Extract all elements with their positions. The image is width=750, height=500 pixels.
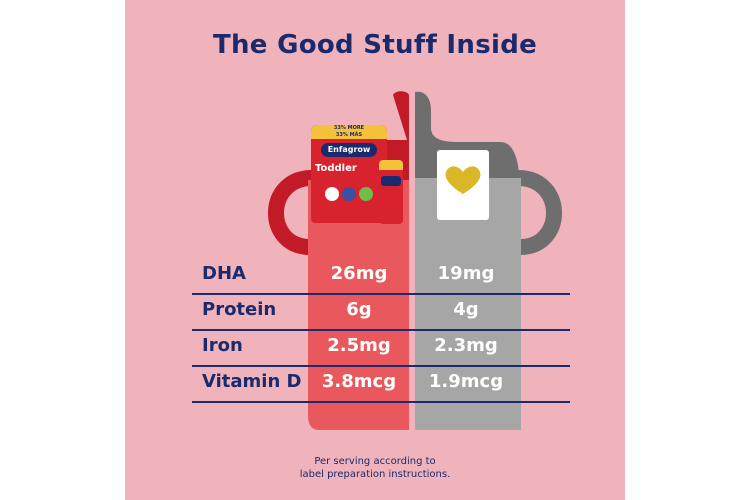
enfagrow-bottle: [379, 160, 403, 224]
nutrient-label: DHA: [202, 263, 246, 284]
can-badge-icon: [359, 187, 373, 201]
nutrient-label: Protein: [202, 299, 277, 320]
nutrient-row-dha: DHA 26mg 19mg: [192, 259, 570, 295]
cups-illustration: [268, 91, 562, 430]
nutrient-label: Vitamin D: [202, 371, 302, 392]
brain-badge-icon: [342, 187, 356, 201]
bottle-label: [381, 176, 401, 186]
can-badge-icon: [325, 187, 339, 201]
nutrient-row-protein: Protein 6g 4g: [192, 295, 570, 331]
heart-icon: [445, 166, 481, 194]
competitor-value: 1.9mcg: [428, 371, 504, 392]
competitor-cup: [415, 91, 562, 430]
enfagrow-value: 2.5mg: [327, 335, 391, 356]
enfagrow-can: 33% MORE 33% MÁS Enfagrow Toddler: [311, 125, 387, 223]
competitor-sticker: [437, 150, 489, 220]
bottle-cap: [379, 160, 403, 170]
nutrient-row-vitamin-d: Vitamin D 3.8mcg 1.9mcg: [192, 367, 570, 403]
can-brand-label: Enfagrow: [321, 143, 377, 157]
nutrient-label: Iron: [202, 335, 243, 356]
competitor-value: 2.3mg: [434, 335, 498, 356]
can-product-name: Toddler: [315, 163, 357, 174]
competitor-value: 19mg: [437, 263, 495, 284]
enfagrow-value: 3.8mcg: [321, 371, 397, 392]
competitor-value: 4g: [453, 299, 479, 320]
nutrient-row-iron: Iron 2.5mg 2.3mg: [192, 331, 570, 367]
headline: The Good Stuff Inside: [212, 30, 538, 60]
enfagrow-value: 26mg: [330, 263, 388, 284]
footnote: Per serving according to label preparatio…: [299, 456, 451, 480]
infographic-panel: The Good Stuff Inside 33% MORE 33% MÁS En…: [125, 0, 625, 500]
enfagrow-value: 6g: [346, 299, 372, 320]
can-lid: 33% MORE 33% MÁS: [311, 125, 387, 139]
